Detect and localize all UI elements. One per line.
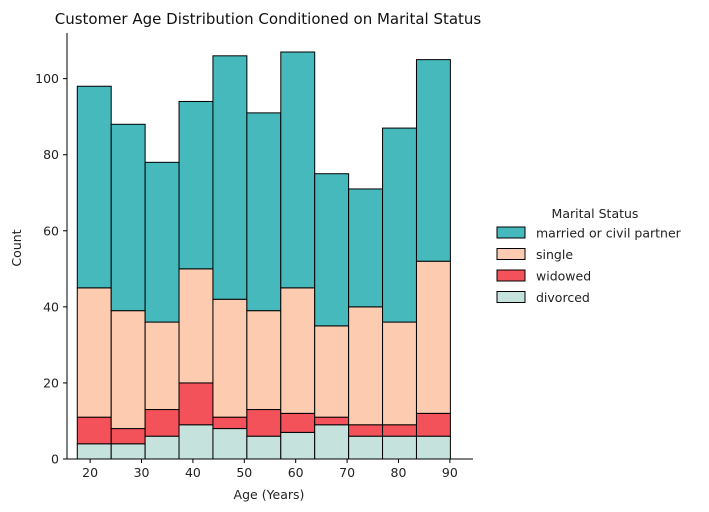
bar-single-0 xyxy=(76,287,112,418)
bar-married-or-civil-partner-8 xyxy=(348,188,384,308)
y-tick-label-0: 0 xyxy=(51,452,59,467)
chart-title: Customer Age Distribution Conditioned on… xyxy=(55,10,482,28)
bar-widowed-5 xyxy=(246,409,282,437)
bar-single-3 xyxy=(178,268,214,384)
x-tick-label-60: 60 xyxy=(288,465,304,480)
bar-widowed-0 xyxy=(76,416,112,445)
bar-widowed-2 xyxy=(144,409,180,437)
legend-label-widowed: widowed xyxy=(536,269,591,284)
x-tick-label-50: 50 xyxy=(236,465,252,480)
bar-single-7 xyxy=(314,325,350,418)
x-axis-label: Age (Years) xyxy=(234,487,305,502)
bar-divorced-5 xyxy=(246,435,282,460)
bar-married-or-civil-partner-2 xyxy=(144,161,180,323)
bar-divorced-8 xyxy=(348,435,384,460)
x-tick-label-30: 30 xyxy=(134,465,150,480)
legend-swatch-single xyxy=(496,248,526,260)
y-tick-label-40: 40 xyxy=(43,299,59,314)
bar-single-2 xyxy=(144,321,180,411)
bar-divorced-3 xyxy=(178,424,214,460)
bar-divorced-7 xyxy=(314,424,350,460)
bar-married-or-civil-partner-4 xyxy=(212,55,248,300)
bar-divorced-1 xyxy=(110,443,146,460)
bar-married-or-civil-partner-6 xyxy=(280,51,316,289)
bar-divorced-0 xyxy=(76,443,112,460)
bar-married-or-civil-partner-3 xyxy=(178,100,214,270)
bar-married-or-civil-partner-0 xyxy=(76,85,112,289)
bar-married-or-civil-partner-9 xyxy=(382,127,417,323)
bar-married-or-civil-partner-7 xyxy=(314,173,350,327)
bar-widowed-7 xyxy=(314,416,350,426)
bar-married-or-civil-partner-10 xyxy=(415,59,451,262)
bar-single-9 xyxy=(382,321,417,426)
x-tick-label-70: 70 xyxy=(339,465,355,480)
legend-swatch-divorced xyxy=(496,291,526,303)
bar-single-10 xyxy=(415,260,451,414)
y-tick-label-20: 20 xyxy=(43,375,59,390)
bar-single-6 xyxy=(280,287,316,414)
bar-single-5 xyxy=(246,310,282,411)
bar-divorced-2 xyxy=(144,435,180,460)
legend: Marital Status married or civil partner s… xyxy=(496,206,682,305)
bar-single-8 xyxy=(348,306,384,426)
bar-divorced-6 xyxy=(280,431,316,460)
legend-swatch-married-or-civil-partner xyxy=(496,226,526,239)
bar-married-or-civil-partner-5 xyxy=(246,112,282,312)
bar-widowed-3 xyxy=(178,382,214,426)
bar-married-or-civil-partner-1 xyxy=(110,123,146,312)
bar-single-1 xyxy=(110,310,146,430)
bar-widowed-1 xyxy=(110,428,146,445)
legend-label-divorced: divorced xyxy=(536,290,590,305)
x-tick-label-20: 20 xyxy=(82,465,98,480)
y-tick-label-100: 100 xyxy=(35,71,59,86)
axes-layer: 20 30 40 50 60 70 80 90 0 20 40 60 80 100 xyxy=(35,33,473,480)
bar-widowed-9 xyxy=(382,424,417,437)
x-tick-label-80: 80 xyxy=(391,465,407,480)
bar-divorced-4 xyxy=(212,428,248,460)
legend-label-married-or-civil-partner: married or civil partner xyxy=(536,226,682,241)
y-tick-label-80: 80 xyxy=(43,147,59,162)
legend-label-single: single xyxy=(536,247,573,262)
legend-swatch-widowed xyxy=(496,269,526,282)
x-tick-label-90: 90 xyxy=(442,465,458,480)
y-tick-label-60: 60 xyxy=(43,223,59,238)
bar-divorced-9 xyxy=(382,435,417,460)
bar-divorced-10 xyxy=(415,435,451,460)
bar-widowed-6 xyxy=(280,412,316,433)
y-axis-label: Count xyxy=(9,229,24,266)
bar-widowed-4 xyxy=(212,416,248,430)
bar-single-4 xyxy=(212,298,248,418)
bar-widowed-8 xyxy=(348,424,384,437)
legend-title: Marital Status xyxy=(552,206,639,221)
bar-widowed-10 xyxy=(415,412,451,437)
x-tick-label-40: 40 xyxy=(185,465,201,480)
bars-layer xyxy=(76,51,451,460)
